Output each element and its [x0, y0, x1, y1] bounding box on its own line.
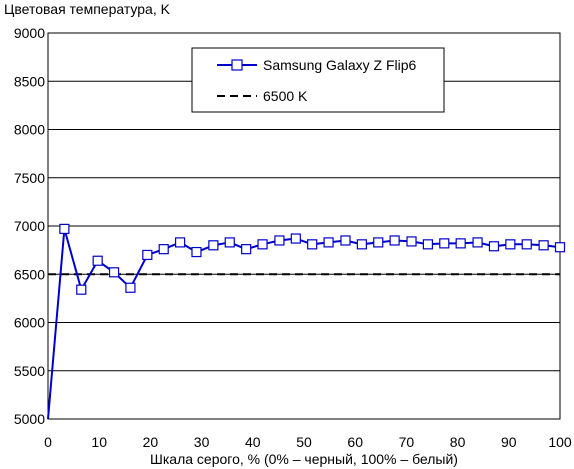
y-tick-label-5000: 5000	[14, 411, 45, 427]
data-point-1	[59, 223, 70, 234]
y-tick-label-7500: 7500	[14, 170, 45, 186]
data-point-28	[505, 239, 516, 250]
data-point-3	[92, 255, 103, 266]
x-axis-title: Шкала серого, % (0% – черный, 100% – бел…	[150, 451, 458, 467]
x-tick-label-20: 20	[143, 434, 159, 450]
y-tick-label-5500: 5500	[14, 363, 45, 379]
y-tick-label-6500: 6500	[14, 266, 45, 282]
x-tick-label-60: 60	[347, 434, 363, 450]
data-point-5	[125, 282, 136, 293]
data-point-31	[554, 242, 566, 253]
data-point-16	[307, 239, 318, 250]
legend-box	[191, 47, 445, 113]
data-point-19	[356, 239, 367, 250]
legend: Samsung Galaxy Z Flip6 6500 K	[191, 47, 445, 113]
data-point-18	[340, 235, 351, 246]
data-point-9	[191, 246, 202, 258]
data-point-2	[76, 284, 87, 295]
data-point-17	[323, 237, 334, 248]
grid-lines	[48, 80, 560, 372]
data-point-13	[257, 239, 268, 250]
x-tick-label-40: 40	[245, 434, 261, 450]
data-point-22	[406, 236, 417, 247]
data-point-10	[208, 240, 219, 251]
data-point-14	[274, 235, 285, 246]
data-point-21	[389, 235, 400, 246]
x-tick-label-100: 100	[548, 434, 572, 450]
legend-label-samsung: Samsung Galaxy Z Flip6	[263, 57, 416, 73]
data-point-7	[158, 244, 169, 255]
data-point-24	[439, 238, 450, 249]
data-point-6	[142, 249, 153, 261]
data-point-30	[538, 240, 549, 251]
y-tick-label-8000: 8000	[14, 122, 45, 138]
y-tick-label-6000: 6000	[14, 315, 45, 331]
data-point-23	[422, 239, 434, 250]
data-point-25	[455, 238, 466, 249]
y-tick-label-9000: 9000	[14, 25, 45, 41]
x-tick-label-0: 0	[44, 434, 52, 450]
x-tick-label-10: 10	[91, 434, 107, 450]
x-tick-label-30: 30	[194, 434, 210, 450]
data-point-29	[521, 239, 532, 250]
data-point-27	[488, 241, 500, 252]
x-tick-label-80: 80	[450, 434, 466, 450]
x-axis-tick-labels: 0 10 20 30 40 50 60 70 80 90 100	[44, 434, 572, 450]
y-axis-tick-labels: 5000 5500 6000 6500 7000 7500 8000 8500 9000	[14, 25, 45, 427]
x-tick-label-90: 90	[501, 434, 517, 450]
data-point-15	[290, 233, 301, 244]
data-point-20	[373, 237, 384, 248]
plot-area-frame	[47, 32, 561, 420]
data-point-8	[174, 237, 186, 248]
data-point-12	[241, 244, 252, 255]
data-point-26	[472, 237, 483, 248]
y-tick-label-8500: 8500	[14, 73, 45, 89]
data-point-11	[224, 237, 235, 248]
legend-marker-samsung	[231, 59, 243, 71]
x-tick-label-50: 50	[296, 434, 312, 450]
series-line-samsung	[47, 228, 561, 420]
legend-label-6500k: 6500 K	[263, 88, 308, 104]
data-point-4	[108, 267, 120, 278]
y-axis-title: Цветовая температура, K	[4, 1, 171, 17]
y-tick-label-7000: 7000	[14, 218, 45, 234]
x-tick-label-70: 70	[399, 434, 415, 450]
series-samsung-galaxy-z-flip6	[47, 223, 566, 420]
